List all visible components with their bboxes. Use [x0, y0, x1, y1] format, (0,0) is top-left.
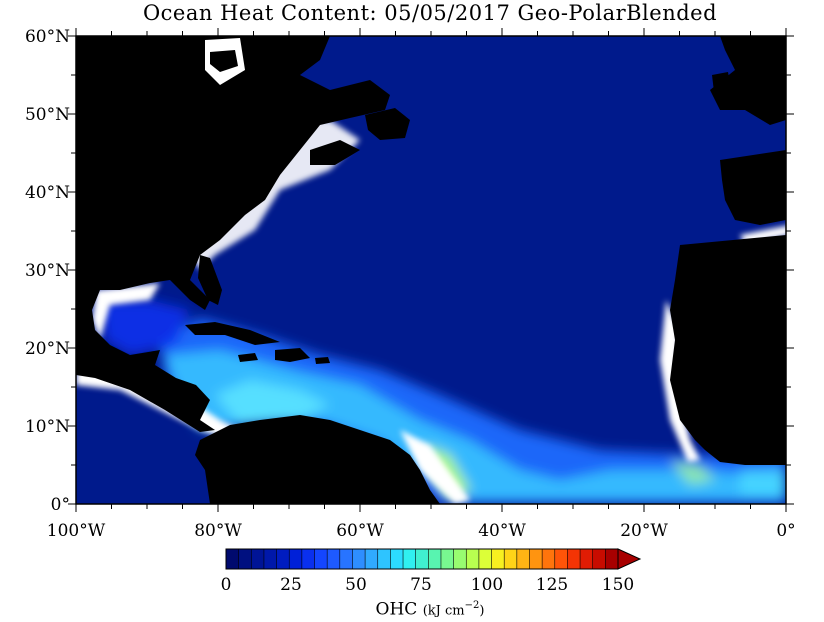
colorbar-swatch — [529, 549, 543, 569]
lat-label-40n: 40°N — [25, 183, 70, 203]
colorbar-swatch — [314, 549, 328, 569]
lat-label-0: 0° — [51, 495, 70, 515]
lon-label-80w: 80°W — [194, 521, 242, 541]
colorbar-swatch — [327, 549, 341, 569]
colorbar-swatch — [377, 549, 391, 569]
unit-exp: −2 — [464, 600, 480, 611]
colorbar-swatch — [415, 549, 429, 569]
land — [76, 36, 786, 504]
colorbar-swatch — [453, 549, 467, 569]
lat-label-10n: 10°N — [25, 417, 70, 437]
colorbar-tick-150: 150 — [602, 575, 634, 595]
colorbar-swatch — [251, 549, 265, 569]
colorbar-tick-labels: 0 25 50 75 100 125 150 — [221, 575, 635, 595]
lon-labels: 100°W 80°W 60°W 40°W 20°W 0° — [47, 521, 796, 541]
colorbar-swatch — [226, 549, 240, 569]
lat-label-30n: 30°N — [25, 261, 70, 281]
colorbar-swatch — [554, 549, 568, 569]
north-america — [76, 36, 390, 432]
colorbar-tick-0: 0 — [221, 575, 232, 595]
unit-sub: (kJ cm — [422, 603, 465, 619]
nova-scotia — [310, 140, 360, 165]
colorbar-swatch — [390, 549, 404, 569]
colorbar-arrow — [617, 548, 642, 570]
colorbar-swatch — [238, 549, 252, 569]
colorbar-tick-25: 25 — [280, 575, 302, 595]
lat-labels: 0° 10°N 20°N 30°N 40°N 50°N 60°N — [25, 27, 70, 515]
colorbar — [225, 548, 642, 570]
jamaica — [238, 353, 258, 362]
unit-main: OHC — [375, 599, 418, 620]
colorbar-swatch — [592, 549, 606, 569]
colorbar-tick-125: 125 — [536, 575, 568, 595]
colorbar-swatch — [339, 549, 353, 569]
colorbar-swatch — [301, 549, 316, 569]
puerto-rico — [315, 357, 330, 364]
colorbar-tick-100: 100 — [471, 575, 503, 595]
map-title: Ocean Heat Content: 05/05/2017 Geo-Polar… — [142, 1, 718, 25]
colorbar-tick-75: 75 — [410, 575, 432, 595]
lat-label-60n: 60°N — [25, 27, 70, 47]
colorbar-swatch — [478, 549, 493, 569]
colorbar-swatch — [263, 549, 278, 569]
colorbar-swatch — [491, 549, 505, 569]
heat-field — [100, 300, 786, 504]
iberia — [720, 150, 786, 225]
axis-ticks — [68, 28, 794, 512]
colorbar-swatch — [516, 549, 530, 569]
newfoundland — [365, 108, 410, 140]
lon-label-100w: 100°W — [47, 521, 106, 541]
colorbar-swatch — [504, 549, 518, 569]
colorbar-swatch — [466, 549, 480, 569]
colorbar-swatch — [440, 549, 455, 569]
lon-label-0: 0° — [776, 521, 795, 541]
colorbar-swatch — [365, 549, 379, 569]
lat-label-50n: 50°N — [25, 105, 70, 125]
colorbar-swatch — [276, 549, 290, 569]
british-isles — [712, 72, 732, 100]
cuba — [185, 322, 280, 345]
lon-label-20w: 20°W — [620, 521, 668, 541]
africa — [670, 235, 786, 465]
colorbar-swatch — [542, 549, 556, 569]
colorbar-swatch — [567, 549, 581, 569]
unit-close: ) — [479, 603, 485, 619]
lon-label-60w: 60°W — [336, 521, 384, 541]
colorbar-swatch — [289, 549, 303, 569]
colorbar-swatch — [403, 549, 417, 569]
colorbar-unit-label: OHC (kJ cm−2) — [330, 596, 530, 622]
colorbar-swatch — [580, 549, 594, 569]
colorbar-swatch — [352, 549, 366, 569]
florida — [198, 255, 222, 305]
colorbar-tick-50: 50 — [345, 575, 367, 595]
hispaniola — [275, 348, 310, 362]
south-america — [195, 415, 440, 504]
colorbar-swatch — [605, 549, 619, 569]
lon-label-40w: 40°W — [478, 521, 526, 541]
lat-label-20n: 20°N — [25, 339, 70, 359]
colorbar-swatch — [428, 549, 442, 569]
